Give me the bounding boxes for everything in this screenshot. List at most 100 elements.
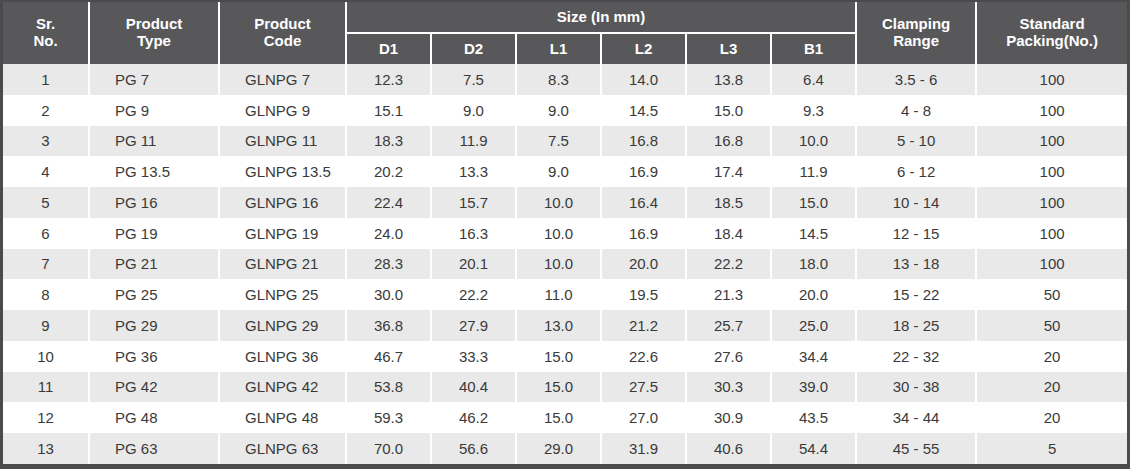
- cell-standard-packing: 20: [977, 372, 1127, 403]
- cell-b1: 20.0: [772, 279, 857, 310]
- cell-product-type: PG 13.5: [90, 156, 220, 187]
- cell-l2: 22.6: [602, 341, 687, 372]
- table-row: 2 PG 9 GLNPG 9 15.1 9.0 9.0 14.5 15.0 9.…: [3, 95, 1127, 126]
- cell-d1: 36.8: [347, 310, 432, 341]
- cell-clamping-range: 22 - 32: [857, 341, 977, 372]
- cell-product-type: PG 36: [90, 341, 220, 372]
- cell-d1: 46.7: [347, 341, 432, 372]
- cell-l2: 16.4: [602, 187, 687, 218]
- cell-d2: 22.2: [432, 279, 517, 310]
- table-row: 10 PG 36 GLNPG 36 46.7 33.3 15.0 22.6 27…: [3, 341, 1127, 372]
- cell-d1: 24.0: [347, 218, 432, 249]
- cell-sr-no: 10: [3, 341, 90, 372]
- cell-b1: 54.4: [772, 433, 857, 464]
- cell-d2: 20.1: [432, 249, 517, 280]
- cell-l1: 13.0: [517, 310, 602, 341]
- cell-l2: 14.0: [602, 64, 687, 95]
- cell-product-type: PG 19: [90, 218, 220, 249]
- col-header-l3: L3: [687, 34, 772, 64]
- cell-l3: 15.0: [687, 95, 772, 126]
- cell-b1: 9.3: [772, 95, 857, 126]
- cell-b1: 39.0: [772, 372, 857, 403]
- cell-standard-packing: 50: [977, 279, 1127, 310]
- table-row: 6 PG 19 GLNPG 19 24.0 16.3 10.0 16.9 18.…: [3, 218, 1127, 249]
- cell-sr-no: 4: [3, 156, 90, 187]
- cell-clamping-range: 3.5 - 6: [857, 64, 977, 95]
- cell-clamping-range: 15 - 22: [857, 279, 977, 310]
- cell-d2: 27.9: [432, 310, 517, 341]
- cell-l2: 19.5: [602, 279, 687, 310]
- table-row: 4 PG 13.5 GLNPG 13.5 20.2 13.3 9.0 16.9 …: [3, 156, 1127, 187]
- cell-standard-packing: 100: [977, 218, 1127, 249]
- cell-standard-packing: 5: [977, 433, 1127, 464]
- cell-product-type: PG 11: [90, 126, 220, 157]
- cell-d2: 13.3: [432, 156, 517, 187]
- cell-product-code: GLNPG 9: [220, 95, 347, 126]
- cell-l3: 27.6: [687, 341, 772, 372]
- table-row: 5 PG 16 GLNPG 16 22.4 15.7 10.0 16.4 18.…: [3, 187, 1127, 218]
- cell-standard-packing: 20: [977, 402, 1127, 433]
- cell-l2: 20.0: [602, 249, 687, 280]
- cell-product-code: GLNPG 19: [220, 218, 347, 249]
- col-header-product-code: Product Code: [220, 2, 347, 64]
- cell-product-type: PG 16: [90, 187, 220, 218]
- product-spec-table-frame: Sr. No. Product Type Product Code Size (…: [0, 0, 1130, 469]
- cell-sr-no: 7: [3, 249, 90, 280]
- cell-sr-no: 11: [3, 372, 90, 403]
- cell-l1: 29.0: [517, 433, 602, 464]
- cell-b1: 11.9: [772, 156, 857, 187]
- cell-clamping-range: 18 - 25: [857, 310, 977, 341]
- cell-sr-no: 2: [3, 95, 90, 126]
- cell-d1: 15.1: [347, 95, 432, 126]
- cell-sr-no: 5: [3, 187, 90, 218]
- cell-sr-no: 13: [3, 433, 90, 464]
- cell-d1: 59.3: [347, 402, 432, 433]
- cell-d2: 11.9: [432, 126, 517, 157]
- cell-d2: 33.3: [432, 341, 517, 372]
- cell-standard-packing: 100: [977, 156, 1127, 187]
- cell-d1: 18.3: [347, 126, 432, 157]
- cell-standard-packing: 100: [977, 126, 1127, 157]
- cell-b1: 15.0: [772, 187, 857, 218]
- col-header-standard-packing: Standard Packing(No.): [977, 2, 1127, 64]
- cell-product-type: PG 9: [90, 95, 220, 126]
- cell-product-code: GLNPG 11: [220, 126, 347, 157]
- table-row: 3 PG 11 GLNPG 11 18.3 11.9 7.5 16.8 16.8…: [3, 126, 1127, 157]
- cell-product-code: GLNPG 42: [220, 372, 347, 403]
- cell-l2: 16.9: [602, 218, 687, 249]
- cell-l1: 10.0: [517, 187, 602, 218]
- cell-clamping-range: 30 - 38: [857, 372, 977, 403]
- table-row: 11 PG 42 GLNPG 42 53.8 40.4 15.0 27.5 30…: [3, 372, 1127, 403]
- col-header-size-group: Size (In mm): [347, 2, 857, 34]
- table-row: 9 PG 29 GLNPG 29 36.8 27.9 13.0 21.2 25.…: [3, 310, 1127, 341]
- cell-product-code: GLNPG 36: [220, 341, 347, 372]
- cell-b1: 34.4: [772, 341, 857, 372]
- cell-standard-packing: 20: [977, 341, 1127, 372]
- cell-b1: 43.5: [772, 402, 857, 433]
- col-header-l2: L2: [602, 34, 687, 64]
- cell-d1: 53.8: [347, 372, 432, 403]
- cell-clamping-range: 5 - 10: [857, 126, 977, 157]
- cell-l3: 30.3: [687, 372, 772, 403]
- col-header-b1: B1: [772, 34, 857, 64]
- cell-l2: 16.9: [602, 156, 687, 187]
- cell-standard-packing: 50: [977, 310, 1127, 341]
- cell-product-type: PG 48: [90, 402, 220, 433]
- cell-sr-no: 1: [3, 64, 90, 95]
- cell-l1: 9.0: [517, 95, 602, 126]
- cell-product-type: PG 63: [90, 433, 220, 464]
- cell-product-type: PG 29: [90, 310, 220, 341]
- cell-d2: 46.2: [432, 402, 517, 433]
- cell-sr-no: 6: [3, 218, 90, 249]
- cell-b1: 14.5: [772, 218, 857, 249]
- header-row-top: Sr. No. Product Type Product Code Size (…: [3, 2, 1127, 34]
- cell-l1: 7.5: [517, 126, 602, 157]
- table-header: Sr. No. Product Type Product Code Size (…: [3, 2, 1127, 64]
- cell-product-code: GLNPG 29: [220, 310, 347, 341]
- cell-d1: 28.3: [347, 249, 432, 280]
- cell-clamping-range: 6 - 12: [857, 156, 977, 187]
- cell-sr-no: 9: [3, 310, 90, 341]
- cell-l3: 25.7: [687, 310, 772, 341]
- table-row: 13 PG 63 GLNPG 63 70.0 56.6 29.0 31.9 40…: [3, 433, 1127, 464]
- cell-d2: 16.3: [432, 218, 517, 249]
